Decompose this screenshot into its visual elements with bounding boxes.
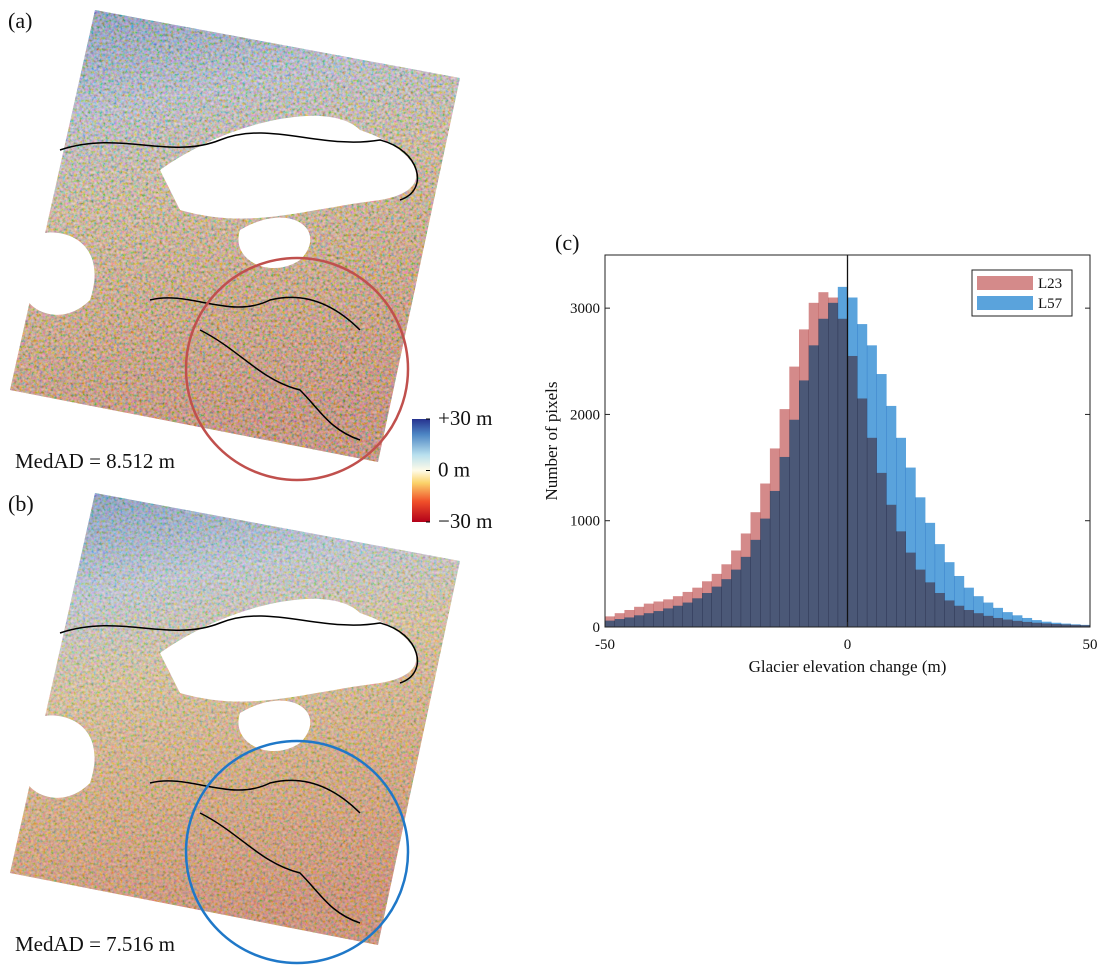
histogram-bar xyxy=(1012,615,1023,627)
highlight-circle xyxy=(184,739,410,965)
legend-swatch xyxy=(977,276,1033,290)
histogram-bar xyxy=(779,456,790,627)
glacier-outline xyxy=(59,615,419,924)
legend-label: L23 xyxy=(1038,276,1062,292)
histogram-bar xyxy=(925,522,936,627)
histogram-bar xyxy=(915,497,926,627)
histogram-bar xyxy=(1041,621,1052,627)
x-axis-label: Glacier elevation change (m) xyxy=(749,657,947,676)
no-data-area xyxy=(20,598,417,798)
map-texture xyxy=(10,493,460,945)
histogram-bar xyxy=(692,598,703,627)
histogram-bar xyxy=(799,380,809,627)
panel-label: (c) xyxy=(555,230,579,255)
histogram-bar xyxy=(896,437,906,627)
histogram-bar xyxy=(934,544,945,627)
histogram-bar xyxy=(993,607,1003,627)
histogram-bar xyxy=(808,345,819,627)
histogram-bar xyxy=(1051,622,1062,627)
y-tick-label: 3000 xyxy=(570,301,600,317)
histogram-bar xyxy=(866,345,877,627)
histogram-bar xyxy=(1031,620,1042,627)
glacier-outline xyxy=(59,132,419,441)
histogram-bar xyxy=(963,587,974,627)
histogram-bar xyxy=(760,518,771,627)
y-tick-label: 1000 xyxy=(570,514,600,530)
colorbar-label: 0 m xyxy=(438,458,470,482)
histogram-bar xyxy=(847,297,858,627)
histogram-bar xyxy=(1022,617,1033,627)
x-tick-label: -50 xyxy=(595,637,615,653)
histogram-bar xyxy=(702,592,712,627)
legend-label: L57 xyxy=(1038,296,1063,312)
colorbar xyxy=(412,419,430,522)
histogram-bar xyxy=(731,569,742,627)
histogram-bar xyxy=(818,318,829,627)
histogram-bar xyxy=(905,467,916,627)
y-tick-label: 2000 xyxy=(570,407,600,423)
map-texture xyxy=(10,10,460,462)
x-tick-label: 50 xyxy=(1083,637,1098,653)
annotation: MedAD = 7.516 m xyxy=(15,932,175,956)
histogram-bar xyxy=(605,620,615,627)
histogram-bar xyxy=(711,586,722,627)
histogram-bar xyxy=(828,302,839,627)
histogram-bar xyxy=(857,324,868,627)
legend-swatch xyxy=(977,296,1033,310)
colorbar-label: −30 m xyxy=(438,509,492,533)
histogram-bar xyxy=(876,374,887,627)
histogram-bar xyxy=(672,605,683,627)
histogram-bar xyxy=(973,596,984,627)
histogram-bar xyxy=(1070,624,1081,627)
y-tick-label: 0 xyxy=(593,620,601,636)
colorbar-label: +30 m xyxy=(438,406,492,430)
histogram-bar xyxy=(740,556,751,627)
histogram-bar xyxy=(837,286,848,627)
histogram-bar xyxy=(614,619,625,627)
histogram-bar xyxy=(789,419,800,627)
histogram-bar xyxy=(1060,623,1071,627)
histogram-bar xyxy=(643,613,654,627)
panel-label: (a) xyxy=(8,8,32,33)
map-panel: (b) MedAD = 7.516 m xyxy=(8,491,460,965)
histogram-bar xyxy=(1080,624,1091,627)
histogram-bar xyxy=(1002,612,1013,627)
histogram-bar xyxy=(750,539,761,627)
panel-label: (b) xyxy=(8,491,34,516)
histogram-bar xyxy=(886,405,897,627)
x-tick-label: 0 xyxy=(844,637,852,653)
histogram-bar xyxy=(983,602,994,627)
annotation: MedAD = 8.512 m xyxy=(15,449,175,473)
y-axis-label: Number of pixels xyxy=(542,382,561,501)
highlight-circle xyxy=(184,256,410,482)
histogram-bar xyxy=(634,615,645,627)
histogram-bar xyxy=(663,608,674,627)
histogram-bar xyxy=(721,579,732,627)
map-panel: (a) MedAD = 8.512 m xyxy=(8,8,460,482)
histogram-bar xyxy=(944,562,955,627)
histogram-bar xyxy=(624,617,635,627)
no-data-area xyxy=(20,115,417,315)
histogram-bar xyxy=(954,575,965,627)
histogram-bar xyxy=(682,602,693,627)
histogram-bar xyxy=(769,490,780,627)
histogram-bar xyxy=(653,611,664,627)
